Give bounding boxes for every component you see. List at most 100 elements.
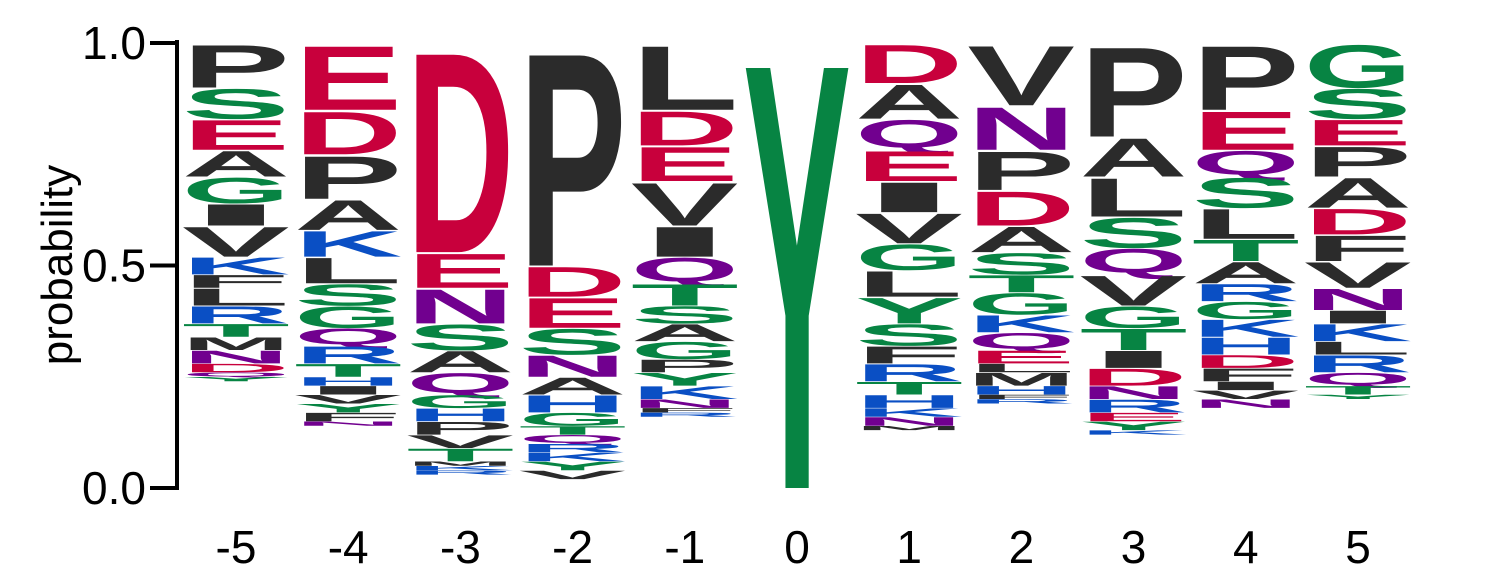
- logo-letter: G: [182, 170, 290, 211]
- y-axis-label: probability: [33, 165, 82, 366]
- logo-letter: Q: [631, 251, 739, 289]
- logo-letter: S: [1080, 209, 1188, 257]
- logo-letter: H: [519, 390, 627, 417]
- logo-letter: K: [406, 465, 514, 472]
- logo-letter: P: [631, 356, 739, 376]
- logo-letter: R: [182, 301, 290, 328]
- logo-letter: K: [519, 450, 627, 464]
- logo-letter: Y: [631, 369, 739, 389]
- logo-letter: D: [182, 361, 290, 375]
- logo-letter: S: [855, 318, 963, 352]
- logo-letter: K: [967, 310, 1075, 337]
- logo-letter: Y: [855, 290, 963, 331]
- logo-letter: D: [855, 33, 963, 94]
- logo-letter: L: [855, 264, 963, 305]
- logo-letter: G: [1192, 297, 1300, 324]
- x-tick-label: 1: [896, 521, 922, 573]
- logo-letter: A: [1080, 127, 1188, 188]
- logo-letter: L: [1304, 338, 1412, 359]
- logo-letter: E: [182, 112, 290, 160]
- logo-letter: V: [1192, 388, 1300, 402]
- logo-letter: Q: [182, 371, 290, 377]
- logo-letter: E: [631, 137, 739, 191]
- logo-letter: T: [1192, 233, 1300, 267]
- logo-letter: E: [519, 290, 627, 338]
- logo-letter: Y: [519, 459, 627, 473]
- logo-letter: V: [406, 432, 514, 452]
- logo-letter: Q: [1192, 144, 1300, 182]
- logo-letter: T: [1304, 384, 1412, 398]
- logo-letter: P: [967, 140, 1075, 201]
- logo-letter: Y: [1304, 394, 1412, 401]
- logo-letter: I: [1080, 346, 1188, 373]
- logo-letter: T: [967, 270, 1075, 297]
- logo-letter: G: [1304, 32, 1412, 100]
- logo-letter: A: [967, 219, 1075, 260]
- logo-letter: V: [1080, 267, 1188, 315]
- logo-letter: G: [631, 337, 739, 364]
- logo-letter: P: [182, 32, 290, 100]
- logo-letter: S: [631, 301, 739, 328]
- logo-letter: T: [855, 378, 963, 399]
- logo-letter: N: [855, 415, 963, 429]
- logo-letter: R: [1192, 279, 1300, 306]
- y-ticks: 0.0 0.5 1.0: [82, 17, 177, 514]
- letter-stack: Y: [743, 0, 851, 583]
- logo-letter: V: [294, 393, 402, 407]
- logo-letter: A: [519, 372, 627, 399]
- logo-letter: H: [294, 375, 402, 389]
- logo-letter: S: [1192, 169, 1300, 217]
- logo-letter: A: [855, 74, 963, 129]
- logo-letter: D: [967, 181, 1075, 236]
- logo-letter: F: [182, 271, 290, 292]
- logo-letter: A: [631, 319, 739, 346]
- logo-letter: N: [1080, 382, 1188, 402]
- logo-letter: E: [1192, 100, 1300, 161]
- x-tick-label: 3: [1121, 521, 1147, 573]
- logo-letter: E: [1080, 410, 1188, 424]
- logo-letter: Q: [967, 329, 1075, 354]
- logo-letter: I: [1192, 379, 1300, 393]
- logo-letter: T: [294, 360, 402, 381]
- logo-letter: A: [1192, 256, 1300, 290]
- logo-letter: F: [294, 410, 402, 424]
- logo-letter: V: [1304, 255, 1412, 296]
- logo-letter: I: [1304, 307, 1412, 327]
- logo-letter: R: [855, 359, 963, 386]
- x-tick-label: 4: [1233, 521, 1259, 573]
- logo-letter: Y: [182, 376, 290, 383]
- logo-letter: L: [182, 283, 290, 310]
- logo-letter: S: [406, 317, 514, 358]
- logo-letter: Y: [743, 0, 851, 583]
- logo-letter: F: [967, 393, 1075, 400]
- logo-letter: R: [406, 469, 514, 476]
- logo-letter: T: [631, 278, 739, 312]
- logo-letter: M: [406, 460, 514, 467]
- logo-letter: N: [1192, 397, 1300, 411]
- logo-letter: R: [1304, 350, 1412, 377]
- logo-letter: N: [406, 279, 514, 334]
- logo-letter: F: [1304, 228, 1412, 269]
- logo-letter: P: [1304, 138, 1412, 186]
- logo-letter: L: [1080, 167, 1188, 228]
- logo-letter: T: [182, 320, 290, 341]
- x-tick-label: -2: [552, 521, 593, 573]
- logo-letter: P: [294, 143, 402, 211]
- x-tick-label: 2: [1009, 521, 1035, 573]
- logo-letter: Y: [294, 401, 402, 415]
- logo-letter: T: [1080, 322, 1188, 356]
- logo-letter: M: [182, 333, 290, 354]
- x-tick-label: -5: [216, 521, 257, 573]
- logo-letter: K: [631, 382, 739, 402]
- logo-letter: V: [967, 28, 1075, 123]
- logo-letter: N: [967, 95, 1075, 163]
- logo-letter: T: [519, 424, 627, 438]
